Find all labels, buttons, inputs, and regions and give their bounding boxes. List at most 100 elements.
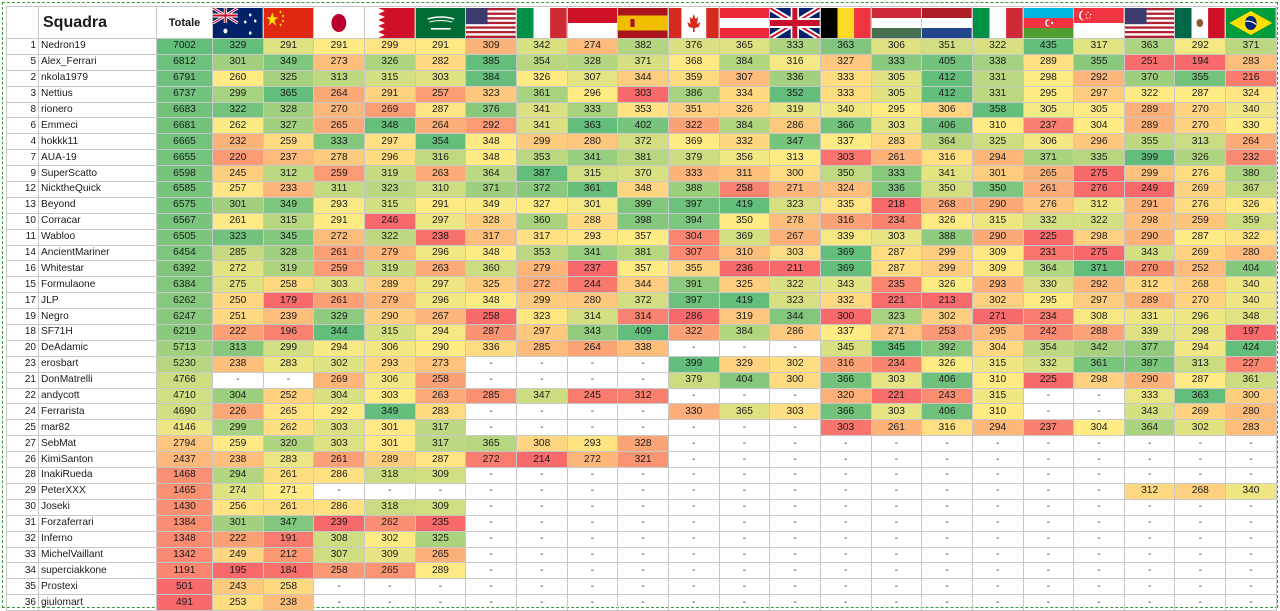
score-cell[interactable]: - [515, 403, 568, 421]
score-cell[interactable]: 404 [718, 371, 771, 389]
total-cell[interactable]: 4690 [156, 403, 213, 421]
score-cell[interactable]: 234 [1022, 308, 1075, 326]
score-cell[interactable]: 307 [718, 69, 771, 87]
team-name-cell[interactable]: mar82 [38, 419, 157, 437]
score-cell[interactable]: 316 [769, 53, 821, 71]
score-cell[interactable]: - [769, 530, 821, 548]
score-cell[interactable]: 265 [363, 562, 416, 580]
score-cell[interactable]: 366 [819, 117, 872, 135]
score-cell[interactable]: - [1022, 387, 1075, 405]
score-cell[interactable]: 303 [363, 387, 416, 405]
score-cell[interactable]: - [870, 530, 923, 548]
score-cell[interactable]: 376 [465, 101, 517, 119]
score-cell[interactable]: 287 [1174, 85, 1227, 103]
score-cell[interactable]: 259 [313, 260, 365, 278]
rank-cell[interactable]: 18 [6, 324, 39, 341]
score-cell[interactable]: 377 [1123, 339, 1176, 357]
score-cell[interactable]: 324 [1225, 85, 1277, 103]
score-cell[interactable]: - [921, 514, 973, 532]
score-cell[interactable]: 251 [1123, 53, 1176, 71]
score-cell[interactable]: 231 [1022, 244, 1075, 262]
score-cell[interactable]: 304 [971, 339, 1024, 357]
score-cell[interactable]: - [718, 578, 771, 596]
score-cell[interactable]: 299 [212, 85, 264, 103]
team-name-cell[interactable]: Negro [38, 308, 157, 326]
score-cell[interactable]: 238 [414, 228, 467, 246]
rank-cell[interactable]: 29 [6, 482, 39, 500]
score-cell[interactable]: - [1123, 594, 1176, 611]
score-cell[interactable]: - [1073, 435, 1125, 453]
rank-cell[interactable]: 28 [6, 467, 39, 484]
score-cell[interactable]: 238 [262, 594, 315, 611]
score-cell[interactable]: 265 [313, 117, 365, 135]
score-cell[interactable]: 286 [313, 498, 365, 516]
score-cell[interactable]: - [566, 467, 619, 484]
rank-cell[interactable]: 23 [6, 355, 39, 373]
score-cell[interactable]: 399 [667, 355, 720, 373]
score-cell[interactable]: 317 [1073, 38, 1125, 55]
score-cell[interactable]: - [515, 514, 568, 532]
score-cell[interactable]: 289 [363, 276, 416, 294]
score-cell[interactable]: 289 [363, 451, 416, 469]
score-cell[interactable]: - [769, 435, 821, 453]
score-cell[interactable]: 424 [1225, 339, 1277, 357]
score-cell[interactable]: 295 [1022, 85, 1075, 103]
team-name-cell[interactable]: erosbart [38, 355, 157, 373]
score-cell[interactable]: 322 [212, 101, 264, 119]
score-cell[interactable]: 385 [465, 53, 517, 71]
score-cell[interactable]: 397 [667, 292, 720, 310]
score-cell[interactable]: 280 [566, 133, 619, 151]
score-cell[interactable]: 261 [1022, 181, 1075, 198]
score-cell[interactable]: 292 [1073, 69, 1125, 87]
score-cell[interactable]: 220 [212, 149, 264, 167]
total-cell[interactable]: 6219 [156, 324, 213, 341]
score-cell[interactable]: 388 [667, 181, 720, 198]
score-cell[interactable]: 297 [414, 276, 467, 294]
score-cell[interactable]: 287 [870, 244, 923, 262]
score-cell[interactable]: - [921, 530, 973, 548]
score-cell[interactable]: 263 [414, 165, 467, 183]
score-cell[interactable]: 326 [363, 53, 416, 71]
score-cell[interactable]: - [1022, 498, 1075, 516]
score-cell[interactable]: 419 [718, 196, 771, 214]
score-cell[interactable]: 341 [566, 244, 619, 262]
score-cell[interactable]: 304 [1073, 117, 1125, 135]
score-cell[interactable]: 287 [465, 324, 517, 341]
score-cell[interactable]: 295 [971, 324, 1024, 341]
score-cell[interactable]: 350 [718, 212, 771, 230]
score-cell[interactable]: 399 [617, 196, 669, 214]
team-name-cell[interactable]: Whitestar [38, 260, 157, 278]
score-cell[interactable]: 300 [769, 371, 821, 389]
score-cell[interactable]: 257 [212, 181, 264, 198]
score-cell[interactable]: 288 [566, 212, 619, 230]
score-cell[interactable]: - [870, 594, 923, 611]
score-cell[interactable]: 283 [870, 133, 923, 151]
rank-cell[interactable]: 6 [6, 117, 39, 135]
rank-cell[interactable]: 2 [6, 69, 39, 87]
total-cell[interactable]: 6665 [156, 133, 213, 151]
score-cell[interactable]: 239 [313, 514, 365, 532]
score-cell[interactable]: 386 [667, 85, 720, 103]
score-cell[interactable]: - [465, 371, 517, 389]
score-cell[interactable]: 306 [921, 101, 973, 119]
score-cell[interactable]: 272 [465, 451, 517, 469]
score-cell[interactable]: 313 [1174, 133, 1227, 151]
total-cell[interactable]: 6585 [156, 181, 213, 198]
score-cell[interactable]: 264 [1225, 133, 1277, 151]
score-cell[interactable]: 269 [1174, 403, 1227, 421]
score-cell[interactable]: - [566, 530, 619, 548]
score-cell[interactable]: 276 [1022, 196, 1075, 214]
score-cell[interactable]: 328 [262, 101, 315, 119]
score-cell[interactable]: 298 [1073, 371, 1125, 389]
score-cell[interactable]: 333 [870, 53, 923, 71]
score-cell[interactable]: 279 [515, 260, 568, 278]
score-cell[interactable]: 271 [769, 181, 821, 198]
team-name-cell[interactable]: Emmeci [38, 117, 157, 135]
score-cell[interactable]: 226 [212, 403, 264, 421]
score-cell[interactable]: 312 [262, 165, 315, 183]
score-cell[interactable]: 302 [769, 355, 821, 373]
score-cell[interactable]: 315 [971, 212, 1024, 230]
score-cell[interactable]: 303 [313, 419, 365, 437]
total-cell[interactable]: 1384 [156, 514, 213, 532]
score-cell[interactable]: 294 [971, 149, 1024, 167]
